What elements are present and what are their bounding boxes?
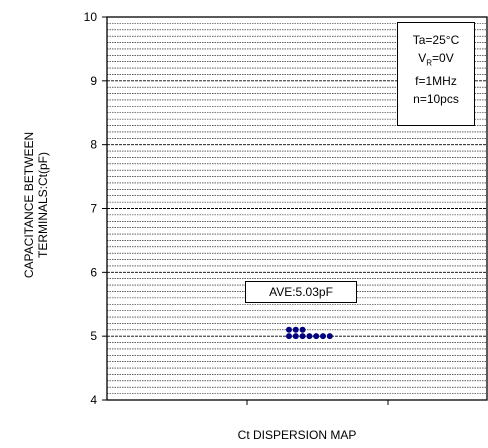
legend-voltage-value: =0V xyxy=(432,51,454,65)
data-point xyxy=(306,333,313,340)
y-tick-label: 10 xyxy=(84,10,98,24)
legend-voltage-symbol: V xyxy=(418,51,427,65)
data-point xyxy=(292,333,299,340)
data-point xyxy=(313,333,320,340)
x-axis-ticks xyxy=(246,400,389,405)
legend-temperature: Ta=25°C xyxy=(412,33,460,47)
legend-sample-count: n=10pcs xyxy=(413,92,459,107)
y-tick-label: 4 xyxy=(90,393,97,407)
conditions-legend: Ta=25°C VR=0V f=1MHz n=10pcs xyxy=(397,22,475,126)
plot-frame xyxy=(106,16,488,401)
data-points xyxy=(286,326,333,340)
average-annotation: AVE:5.03pF xyxy=(245,281,357,303)
legend-voltage: VR=0V xyxy=(398,49,474,72)
legend-frequency: f=1MHz xyxy=(415,74,457,89)
y-axis-label: CAPACITANCE BETWEEN TERMINALS:Ct(pF) xyxy=(22,132,50,278)
y-tick-label: 8 xyxy=(90,138,97,152)
y-axis-ticks: 4 5 6 7 8 9 10 xyxy=(84,10,107,407)
y-tick-label: 5 xyxy=(90,329,97,343)
y-axis-label-line2: TERMINALS:Ct(pF) xyxy=(36,152,50,259)
y-tick-label: 6 xyxy=(90,265,97,279)
data-point xyxy=(299,333,306,340)
x-axis-label: Ct DISPERSION MAP xyxy=(237,428,357,442)
y-axis-label-line1: CAPACITANCE BETWEEN xyxy=(22,131,36,279)
data-point xyxy=(326,333,333,340)
y-tick-label: 9 xyxy=(90,74,97,88)
data-point xyxy=(292,326,299,333)
data-point xyxy=(320,333,326,340)
y-tick-label: 7 xyxy=(90,202,97,216)
data-point xyxy=(286,326,292,333)
data-point xyxy=(299,326,306,333)
legend-voltage-subscript: R xyxy=(426,58,433,68)
data-point xyxy=(286,333,292,340)
